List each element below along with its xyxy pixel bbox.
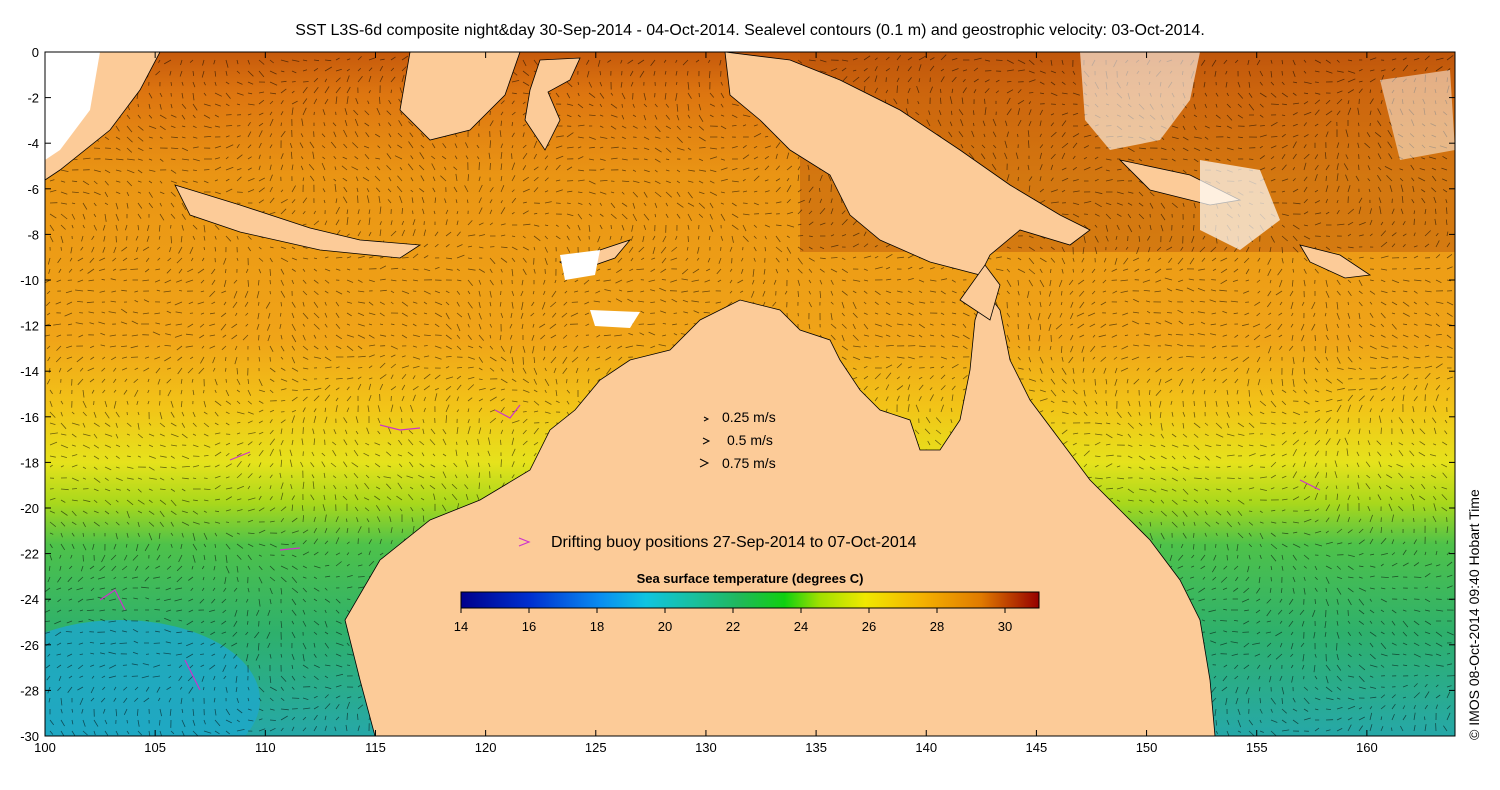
y-tick-label: -4 xyxy=(27,136,39,151)
land-cape-york xyxy=(959,264,1001,321)
x-tick-label: 125 xyxy=(585,740,607,755)
land-new-guinea xyxy=(724,52,1091,276)
x-tick-label: 105 xyxy=(144,740,166,755)
colorbar-tick-label: 16 xyxy=(522,619,536,634)
y-tick-label: -14 xyxy=(20,364,39,379)
y-tick-label: -30 xyxy=(20,729,39,744)
x-tick-label: 150 xyxy=(1136,740,1158,755)
velocity-arrow-large xyxy=(699,458,710,468)
y-tick-label: -24 xyxy=(20,592,39,607)
velocity-label-1: 0.25 m/s xyxy=(722,409,776,425)
x-tick-label: 135 xyxy=(805,740,827,755)
y-tick-label: 0 xyxy=(32,45,39,60)
colorbar-ticks: 14 16 18 20 22 24 26 28 30 xyxy=(454,608,1012,634)
chart-title: SST L3S-6d composite night&day 30-Sep-20… xyxy=(295,22,1205,39)
credit-text: © IMOS 08-Oct-2014 09:40 Hobart Time xyxy=(1466,489,1482,740)
y-tick-label: -10 xyxy=(20,273,39,288)
y-tick-label: -8 xyxy=(27,227,39,242)
x-tick-label: 140 xyxy=(915,740,937,755)
buoy-legend: Drifting buoy positions 27-Sep-2014 to 0… xyxy=(518,534,917,551)
y-tick-label: -2 xyxy=(27,91,39,106)
y-tick-label: -28 xyxy=(20,683,39,698)
colorbar: Sea surface temperature (degrees C) 14 16… xyxy=(454,571,1040,634)
x-tick-label: 130 xyxy=(695,740,717,755)
x-tick-label: 155 xyxy=(1246,740,1268,755)
buoy-marker-icon xyxy=(518,537,531,547)
y-axis: 0 -2 -4 -6 -8 -10 -12 -14 -16 -18 -20 -22 -24 -26 -28 -… xyxy=(20,45,1455,744)
y-tick-label: -20 xyxy=(20,501,39,516)
no-data xyxy=(45,52,1455,328)
x-tick-label: 115 xyxy=(365,740,386,755)
plot-frame xyxy=(44,51,1456,737)
y-tick-label: -16 xyxy=(20,410,39,425)
x-tick-label: 160 xyxy=(1356,740,1378,755)
velocity-label-2: 0.5 m/s xyxy=(727,432,773,448)
y-tick-label: -18 xyxy=(20,455,39,470)
colorbar-tick-label: 20 xyxy=(658,619,672,634)
y-tick-label: -22 xyxy=(20,547,39,562)
x-tick-label: 120 xyxy=(475,740,497,755)
land-borneo xyxy=(399,52,521,141)
colorbar-tick-label: 18 xyxy=(590,619,604,634)
buoy-legend-label: Drifting buoy positions 27-Sep-2014 to 0… xyxy=(551,534,917,551)
colorbar-tick-label: 22 xyxy=(726,619,740,634)
colorbar-tick-label: 26 xyxy=(862,619,876,634)
velocity-arrow-medium xyxy=(702,437,711,445)
y-tick-label: -26 xyxy=(20,638,39,653)
buoy-tracks xyxy=(99,404,1321,691)
land-java xyxy=(174,184,422,259)
colorbar-tick-label: 14 xyxy=(454,619,468,634)
x-tick-label: 145 xyxy=(1026,740,1048,755)
land-australia xyxy=(344,289,1216,736)
colorbar-tick-label: 24 xyxy=(794,619,808,634)
land-sulawesi xyxy=(524,57,581,151)
x-tick-label: 100 xyxy=(34,740,56,755)
colorbar-ramp xyxy=(460,591,1040,609)
colorbar-tick-label: 30 xyxy=(998,619,1012,634)
colorbar-title: Sea surface temperature (degrees C) xyxy=(637,571,864,586)
y-tick-label: -6 xyxy=(27,182,39,197)
velocity-label-3: 0.75 m/s xyxy=(722,455,776,471)
velocity-legend: 0.25 m/s 0.5 m/s 0.75 m/s xyxy=(699,409,776,471)
x-tick-label: 110 xyxy=(255,740,276,755)
x-axis: 100 105 110 115 120 125 130 135 140 145 150 155 160 xyxy=(34,52,1378,755)
land-solomons xyxy=(1299,244,1372,279)
cool-pool xyxy=(45,620,260,736)
colorbar-tick-label: 28 xyxy=(930,619,944,634)
velocity-arrow-small xyxy=(703,416,710,422)
y-tick-label: -12 xyxy=(20,319,39,334)
